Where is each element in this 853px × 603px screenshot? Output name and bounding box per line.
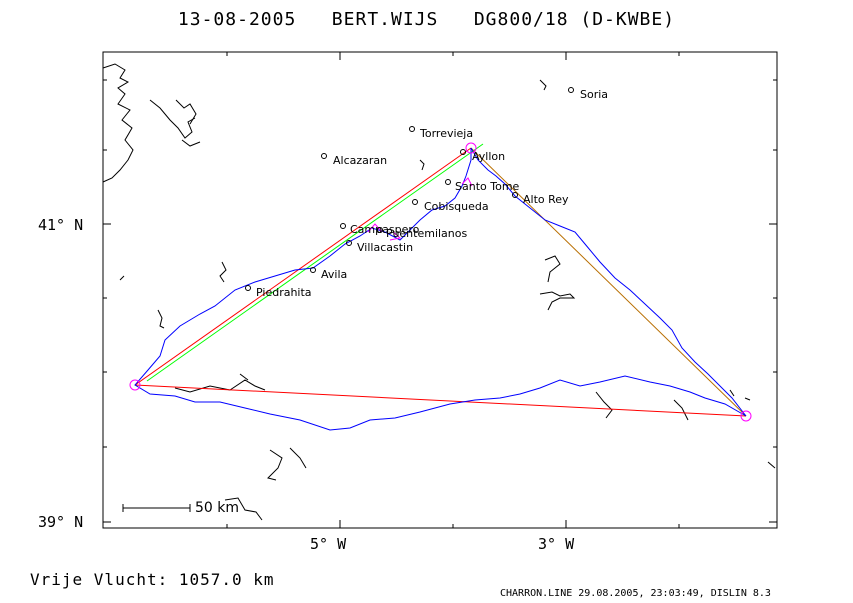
task-leg-1 [134,147,472,386]
axis-ticks [103,52,777,528]
turnpoint-north [465,142,477,154]
y-tick-41n: 41° N [38,216,84,234]
place-label-santo-tome: Santo Tome [455,180,520,193]
turnpoint-east [740,410,752,422]
turnpoints [129,142,752,422]
map-title: 13-08-2005 BERT.WIJS DG800/18 (D-KWBE) [177,9,676,30]
map-frame [102,51,778,529]
place-label-campaspero: Campaspero [350,223,420,236]
x-tick-5w: 5° W [310,535,347,553]
scale-bar [122,504,191,512]
task-leg-2 [146,143,484,382]
task-leg-4 [134,384,747,417]
task-lines [134,143,747,417]
place-label-puentemilanos: Puentemilanos [386,227,468,240]
x-tick-3w: 3° W [538,535,575,553]
scale-bar-label: 50 km [195,500,239,516]
place-label-avila: Avila [321,268,347,281]
turnpoint-start [129,379,141,391]
place-label-torrevieja: Torrevieja [419,127,473,140]
y-tick-39n: 39° N [38,513,84,531]
software-credit: CHARRON.LINE 29.08.2005, 23:03:49, DISLI… [500,588,771,599]
place-label-soria: Soria [580,88,608,101]
place-label-ayllon: Ayllon [472,150,505,163]
place-label-alto-rey: Alto Rey [523,193,569,206]
place-label-alcazaran: Alcazaran [333,154,387,167]
place-label-piedrahita: Piedrahita [256,286,312,299]
place-label-cobisqueda: Cobisqueda [424,200,489,213]
place-markers [245,87,574,291]
free-flight-distance: Vrije Vlucht: 1057.0 km [30,570,275,589]
place-label-villacastin: Villacastin [357,241,413,254]
coastline-features [102,63,776,521]
flight-track [134,147,747,431]
